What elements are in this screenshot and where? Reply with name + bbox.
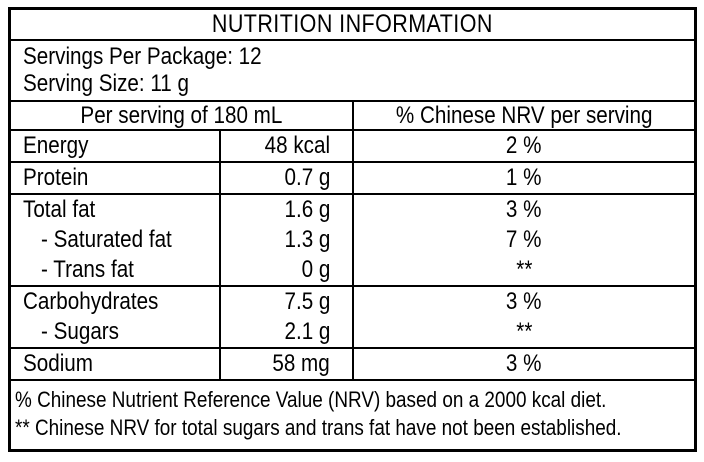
nutrient-amount: 1.6 g <box>221 195 354 225</box>
serving-info-section: Servings Per Package: 12 Serving Size: 1… <box>11 41 694 102</box>
serving-size-line: Serving Size: 11 g <box>23 70 189 97</box>
nutrient-amount: 0 g <box>221 255 354 285</box>
nutrient-nrv: ** <box>515 256 533 283</box>
footnote-nrv-basis: % Chinese Nutrient Reference Value (NRV)… <box>15 387 607 412</box>
footnotes-section: % Chinese Nutrient Reference Value (NRV)… <box>11 381 694 449</box>
column-header-per-serving: Per serving of 180 mL <box>11 102 354 129</box>
nutrient-nrv: 3 % <box>506 196 542 223</box>
nutrient-name: Protein <box>11 163 221 193</box>
label-title-row: NUTRITION INFORMATION <box>11 10 694 41</box>
column-header-nrv: % Chinese NRV per serving <box>395 102 653 129</box>
label-title: NUTRITION INFORMATION <box>212 10 493 38</box>
nutrient-name: - Trans fat <box>11 255 221 285</box>
nutrient-name: Sodium <box>11 349 221 379</box>
servings-per-package-line: Servings Per Package: 12 <box>23 43 262 70</box>
nutrient-rows-section: Energy 48 kcal 2 % Protein 0.7 g 1 % Total fat… <box>11 131 694 381</box>
nutrient-group: Total fat 1.6 g 3 % - Saturated fat 1.3 g 7 %… <box>11 195 694 287</box>
nutrient-name: - Sugars <box>11 317 221 347</box>
nutrient-nrv: 2 % <box>506 132 542 159</box>
nutrient-amount: 1.3 g <box>221 225 354 255</box>
nutrient-amount: 48 kcal <box>221 131 354 161</box>
nutrient-nrv: 7 % <box>506 226 542 253</box>
nutrient-nrv: 3 % <box>506 288 542 315</box>
nutrient-name: Carbohydrates <box>11 287 221 317</box>
nutrient-amount: 7.5 g <box>221 287 354 317</box>
nutrient-group: Carbohydrates 7.5 g 3 % - Sugars 2.1 g ** <box>11 287 694 349</box>
nutrient-group: Energy 48 kcal 2 % <box>11 131 694 163</box>
nutrient-amount: 0.7 g <box>221 163 354 193</box>
nutrient-amount: 2.1 g <box>221 317 354 347</box>
nutrient-group: Sodium 58 mg 3 % <box>11 349 694 381</box>
nutrient-nrv: ** <box>515 318 533 345</box>
nutrient-name: - Saturated fat <box>11 225 221 255</box>
nutrition-information-label: NUTRITION INFORMATION Servings Per Packa… <box>8 7 697 452</box>
nutrient-name: Energy <box>11 131 221 161</box>
nutrient-nrv: 1 % <box>506 164 542 191</box>
footnote-not-established: ** Chinese NRV for total sugars and tran… <box>15 415 622 440</box>
nutrient-amount: 58 mg <box>221 349 354 379</box>
nutrient-nrv: 3 % <box>506 350 542 377</box>
nutrient-name: Total fat <box>11 195 221 225</box>
table-header-row: Per serving of 180 mL % Chinese NRV per … <box>11 102 694 131</box>
nutrient-group: Protein 0.7 g 1 % <box>11 163 694 195</box>
